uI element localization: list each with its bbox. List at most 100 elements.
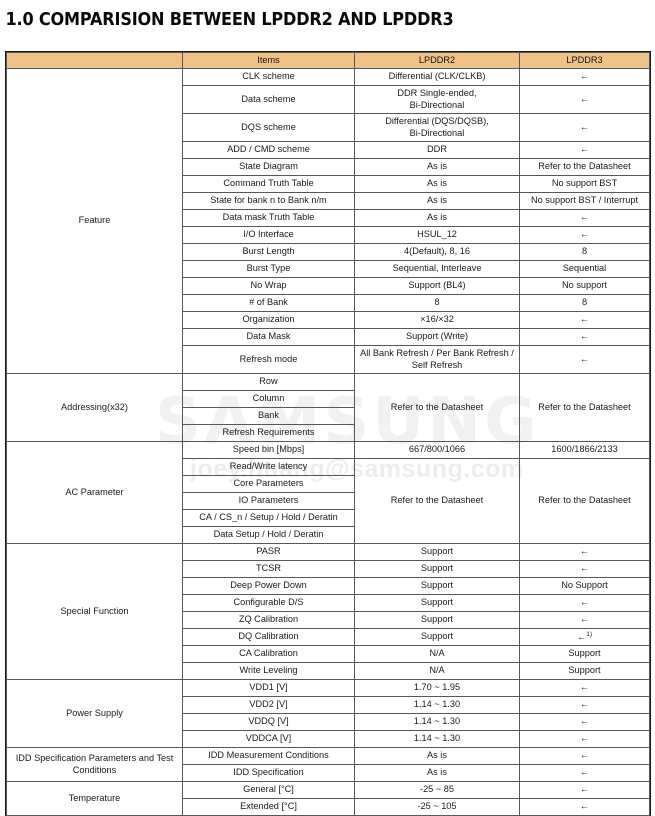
lpddr2-cell: Support (354, 543, 520, 561)
lpddr3-cell: ← (519, 113, 650, 142)
item-cell: IO Parameters (182, 492, 355, 510)
item-cell: Extended [°C] (182, 798, 355, 816)
header-cell-lpddr3: LPDDR3 (519, 52, 650, 69)
item-cell: Data Setup / Hold / Deratin (182, 526, 355, 544)
item-cell: Burst Length (182, 243, 355, 261)
lpddr2-cell-merged: Refer to the Datasheet (354, 458, 520, 544)
item-cell: I/O Interface (182, 226, 355, 244)
item-cell: General [°C] (182, 781, 355, 799)
lpddr3-cell-merged: Refer to the Datasheet (519, 458, 650, 544)
lpddr2-cell-merged: Refer to the Datasheet (354, 373, 520, 442)
lpddr3-cell: No support (519, 277, 650, 295)
table-row: Special Function PASR Support ← (6, 543, 650, 680)
item-cell: PASR (182, 543, 355, 561)
lpddr2-cell: 1.14 ~ 1.30 (354, 696, 520, 714)
table-row: IDD Specification As is ← (7, 764, 650, 782)
lpddr2-cell: 4(Default), 8, 16 (354, 243, 520, 261)
lpddr3-cell: ← (519, 781, 650, 799)
lpddr-comparison-table: Items LPDDR2 LPDDR3 Feature CLK scheme Differ… (5, 51, 651, 816)
item-cell: # of Bank (182, 294, 355, 312)
lpddr2-cell: All Bank Refresh / Per Bank Refresh / Sel… (354, 345, 520, 374)
table-row: No Wrap Support (BL4) No support (7, 277, 650, 295)
item-cell: Row (182, 373, 355, 391)
lpddr3-cell: ← (519, 328, 650, 346)
table-row: Read/Write latency Refer to the Datasheet… (7, 458, 650, 544)
item-cell: VDDQ [V] (182, 713, 355, 731)
lpddr3-cell-merged: Refer to the Datasheet (519, 373, 650, 442)
lpddr3-cell: ← (519, 85, 650, 114)
item-cell: CLK scheme (182, 68, 355, 86)
item-cell: VDD1 [V] (182, 679, 355, 697)
page-title: 1.0 COMPARISION BETWEEN LPDDR2 AND LPDDR… (5, 10, 454, 30)
item-cell: Data mask Truth Table (182, 209, 355, 227)
table-row: VDDQ [V] 1.14 ~ 1.30 ← (7, 713, 650, 731)
lpddr2-cell: HSUL_12 (354, 226, 520, 244)
header-cell-items: Items (182, 52, 355, 69)
lpddr3-cell: Support (519, 662, 650, 680)
item-cell: Core Parameters (182, 475, 355, 493)
lpddr2-cell: 1.14 ~ 1.30 (354, 713, 520, 731)
lpddr3-cell: ← (519, 798, 650, 816)
item-cell: VDDCA [V] (182, 730, 355, 748)
lpddr2-cell: Support (Write) (354, 328, 520, 346)
lpddr2-cell: Sequential, Interleave (354, 260, 520, 278)
lpddr3-cell: Refer to the Datasheet (519, 158, 650, 176)
lpddr2-cell: As is (354, 192, 520, 210)
lpddr2-cell: 1.70 ~ 1.95 (354, 679, 520, 697)
item-cell: IDD Measurement Conditions (182, 747, 355, 765)
table-row: Data mask Truth Table As is ← (7, 209, 650, 227)
lpddr2-cell: As is (354, 158, 520, 176)
table-row: Data Mask Support (Write) ← (7, 328, 650, 346)
comparison-table-container: Items LPDDR2 LPDDR3 Feature CLK scheme Differ… (5, 51, 651, 816)
lpddr3-cell: ← (519, 141, 650, 159)
item-cell: CA / CS_n / Setup / Hold / Deratin (182, 509, 355, 527)
lpddr2-cell: Support (354, 560, 520, 578)
lpddr3-cell: ← (519, 345, 650, 374)
table-row: Power Supply VDD1 [V] 1.70 ~ 1.95 ← (6, 679, 650, 748)
table-row: VDD2 [V] 1.14 ~ 1.30 ← (7, 696, 650, 714)
lpddr2-cell: 667/800/1066 (354, 441, 520, 459)
lpddr2-cell: -25 ~ 85 (354, 781, 520, 799)
item-cell: Data Mask (182, 328, 355, 346)
item-cell: ZQ Calibration (182, 611, 355, 629)
lpddr3-cell: ← (519, 747, 650, 765)
item-cell: VDD2 [V] (182, 696, 355, 714)
lpddr3-cell: ← (519, 713, 650, 731)
lpddr2-cell: As is (354, 209, 520, 227)
table-row: Temperature General [°C] -25 ~ 85 ← (6, 781, 650, 816)
lpddr2-cell: 1.14 ~ 1.30 (354, 730, 520, 748)
lpddr2-cell: Support (354, 594, 520, 612)
lpddr3-cell: 8 (519, 243, 650, 261)
table-row: DQS scheme Differential (DQS/DQSB), Bi-Dir… (7, 113, 650, 142)
item-cell: Deep Power Down (182, 577, 355, 595)
item-cell: Refresh Requirements (182, 424, 355, 442)
table-header-row: Items LPDDR2 LPDDR3 (6, 52, 650, 69)
item-cell: Data scheme (182, 85, 355, 114)
lpddr2-cell: ×16/×32 (354, 311, 520, 329)
item-cell: Read/Write latency (182, 458, 355, 476)
item-cell: DQ Calibration (182, 628, 355, 646)
table-row: State Diagram As is Refer to the Datasheet (7, 158, 650, 176)
lpddr2-cell: Support (354, 628, 520, 646)
lpddr2-cell: N/A (354, 645, 520, 663)
table-row: Addressing(x32) Row Refer to the Datasheet… (6, 373, 650, 442)
lpddr3-cell: ← (519, 209, 650, 227)
item-cell: State for bank n to Bank n/m (182, 192, 355, 210)
item-cell: DQS scheme (182, 113, 355, 142)
lpddr2-cell: Differential (DQS/DQSB), Bi-Directional (354, 113, 520, 142)
table-row: Command Truth Table As is No support BST (7, 175, 650, 193)
group-cell: IDD Specification Parameters and Test Co… (6, 747, 183, 782)
table-row: TCSR Support ← (7, 560, 650, 578)
item-cell: Organization (182, 311, 355, 329)
lpddr3-cell: ← (519, 68, 650, 86)
lpddr3-cell: ← (519, 764, 650, 782)
lpddr3-cell: No support BST / Interrupt (519, 192, 650, 210)
lpddr2-cell: As is (354, 175, 520, 193)
header-cell-blank (6, 52, 183, 69)
table-row: ZQ Calibration Support ← (7, 611, 650, 629)
lpddr3-cell: ←1) (519, 628, 650, 646)
item-cell: No Wrap (182, 277, 355, 295)
lpddr3-cell: ← (519, 730, 650, 748)
lpddr3-cell: ← (519, 311, 650, 329)
lpddr2-cell: 8 (354, 294, 520, 312)
